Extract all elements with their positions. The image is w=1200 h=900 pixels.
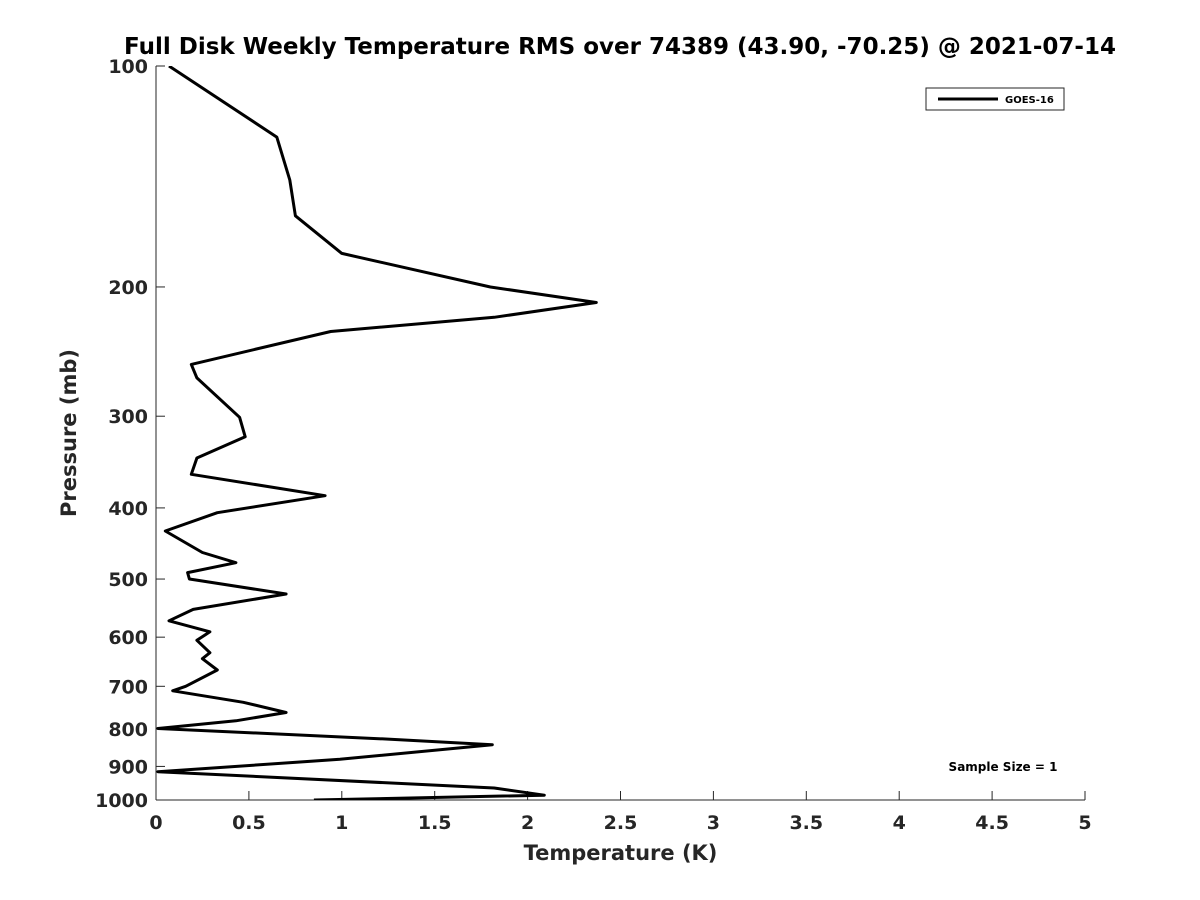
x-tick-label: 0.5 [232,812,266,834]
x-axis-label: Temperature (K) [524,841,718,865]
x-tick-label: 4.5 [975,812,1009,834]
y-tick-label: 200 [108,277,148,299]
x-tick-label: 2.5 [604,812,638,834]
y-tick-label: 700 [108,676,148,698]
y-tick-label: 1000 [95,790,148,812]
y-tick-label: 500 [108,569,148,591]
sample-size-annotation: Sample Size = 1 [949,760,1058,774]
y-tick-label: 100 [108,56,148,78]
y-tick-label: 900 [108,756,148,778]
y-axis-label: Pressure (mb) [57,349,81,517]
series-line-goes-16 [156,66,598,800]
x-tick-label: 1 [335,812,348,834]
plot-area [156,66,1085,800]
x-tick-label: 3 [707,812,720,834]
series-layer [156,66,598,800]
x-tick-label: 2 [521,812,534,834]
legend-label-goes-16: GOES-16 [1005,95,1054,106]
y-tick-label: 600 [108,627,148,649]
chart-title: Full Disk Weekly Temperature RMS over 74… [124,34,1116,60]
legend: GOES-16 [925,87,1065,111]
y-tick-label: 400 [108,498,148,520]
x-axis: 0 0.5 1 1.5 2 2.5 3 3.5 4 4.5 5 [149,791,1092,834]
x-tick-label: 5 [1078,812,1091,834]
y-tick-label: 300 [108,406,148,428]
x-tick-label: 1.5 [418,812,452,834]
x-tick-label: 0 [149,812,162,834]
y-axis: 100 200 300 400 500 600 700 800 900 1000 [95,56,165,812]
x-tick-label: 4 [893,812,906,834]
y-tick-label: 800 [108,719,148,741]
x-tick-label: 3.5 [789,812,823,834]
